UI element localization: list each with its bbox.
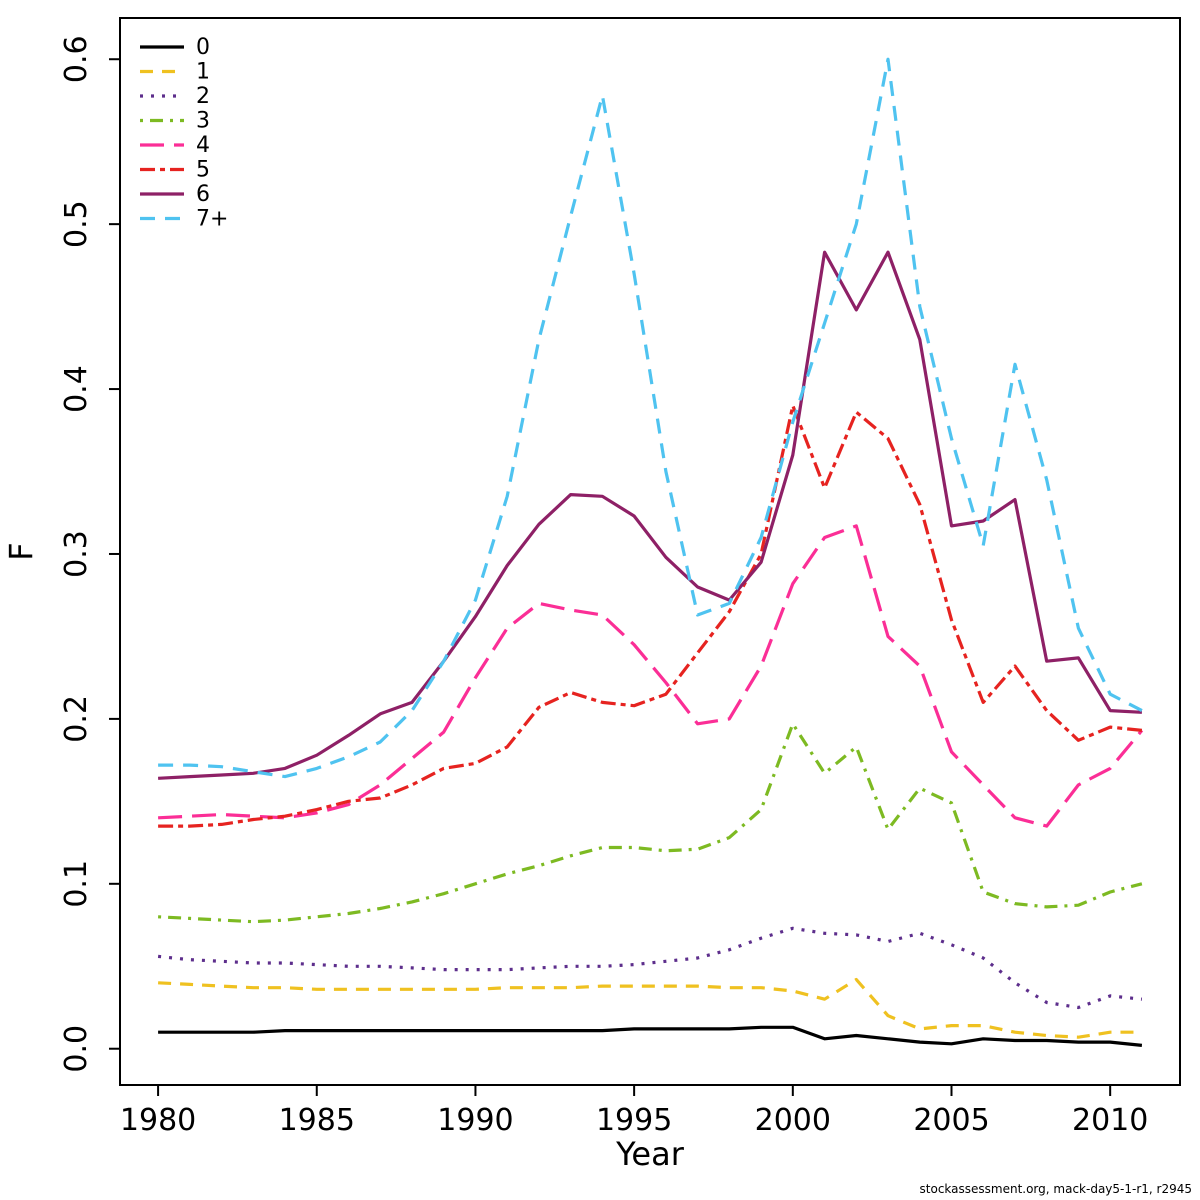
x-tick-label: 1990 xyxy=(437,1103,513,1138)
legend-label-7+: 7+ xyxy=(196,207,228,232)
y-tick-label: 0.3 xyxy=(59,530,94,578)
legend-label-0: 0 xyxy=(196,35,210,60)
legend-label-5: 5 xyxy=(196,158,210,183)
series-line-4 xyxy=(158,524,1144,828)
series-line-7+ xyxy=(158,57,1143,779)
series-line-6 xyxy=(158,250,1142,780)
series-line-2 xyxy=(157,926,1143,1010)
y-tick-label: 0.6 xyxy=(59,35,94,83)
legend-label-2: 2 xyxy=(196,84,210,109)
plot-box xyxy=(119,17,1181,1086)
x-tick-label: 2010 xyxy=(1072,1103,1148,1138)
x-tick-label: 2000 xyxy=(755,1103,831,1138)
y-tick-label: 0.5 xyxy=(59,200,94,248)
legend-label-1: 1 xyxy=(196,60,210,85)
y-axis-title: F xyxy=(2,542,40,560)
y-tick-label: 0.4 xyxy=(59,365,94,413)
series-line-3 xyxy=(158,722,1143,924)
x-tick-label: 2005 xyxy=(913,1103,989,1138)
footer-credit: stockassessment.org, mack-day5-1-r1, r29… xyxy=(919,1182,1192,1196)
y-tick-label: 0.2 xyxy=(59,695,94,743)
series-line-1 xyxy=(158,977,1142,1039)
series-line-0 xyxy=(158,1025,1143,1047)
x-tick-label: 1980 xyxy=(120,1103,196,1138)
x-axis-title: Year xyxy=(615,1135,685,1173)
x-tick-label: 1995 xyxy=(596,1103,672,1138)
legend-label-6: 6 xyxy=(196,182,210,207)
y-tick-label: 0.1 xyxy=(59,860,94,908)
legend-label-3: 3 xyxy=(196,109,210,134)
x-tick-label: 1985 xyxy=(279,1103,355,1138)
y-tick-label: 0.0 xyxy=(59,1025,94,1073)
legend-label-4: 4 xyxy=(196,133,210,158)
series-line-5 xyxy=(158,404,1143,828)
